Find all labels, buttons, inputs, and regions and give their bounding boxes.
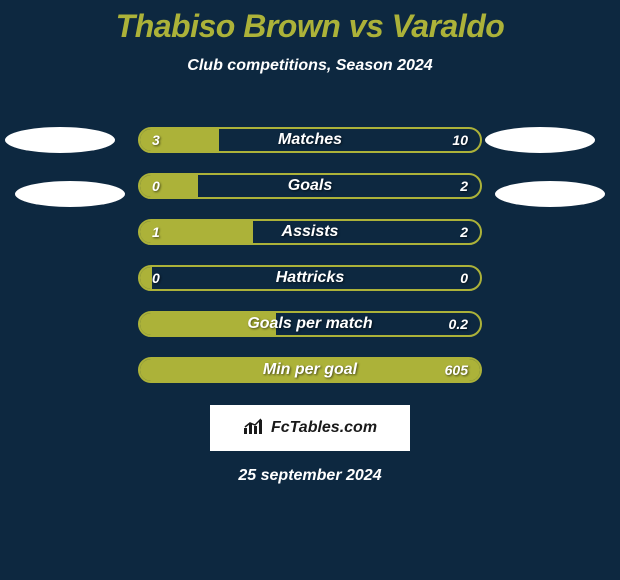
stat-row: 12Assists bbox=[0, 209, 620, 255]
chart-area: 310Matches 02Goals 12Assists 00Hattricks 0.2… bbox=[0, 117, 620, 393]
bar-track: 00Hattricks bbox=[138, 265, 482, 291]
stat-label: Assists bbox=[140, 221, 480, 243]
page-title: Thabiso Brown vs Varaldo bbox=[116, 8, 505, 45]
chart-icon bbox=[243, 417, 265, 440]
comparison-card: Thabiso Brown vs Varaldo Club competitio… bbox=[0, 0, 620, 580]
bar-track: 310Matches bbox=[138, 127, 482, 153]
stat-row: 0.2Goals per match bbox=[0, 301, 620, 347]
stat-row: 02Goals bbox=[0, 163, 620, 209]
bar-track: 0.2Goals per match bbox=[138, 311, 482, 337]
stat-label: Min per goal bbox=[140, 359, 480, 381]
badge-text: FcTables.com bbox=[271, 419, 377, 437]
stat-label: Matches bbox=[140, 129, 480, 151]
stat-row: 605Min per goal bbox=[0, 347, 620, 393]
bar-track: 605Min per goal bbox=[138, 357, 482, 383]
source-badge: FcTables.com bbox=[210, 405, 410, 451]
stat-label: Goals per match bbox=[140, 313, 480, 335]
stat-label: Hattricks bbox=[140, 267, 480, 289]
date-label: 25 september 2024 bbox=[238, 467, 381, 485]
bar-track: 02Goals bbox=[138, 173, 482, 199]
subtitle: Club competitions, Season 2024 bbox=[187, 57, 432, 75]
bar-track: 12Assists bbox=[138, 219, 482, 245]
stat-label: Goals bbox=[140, 175, 480, 197]
stat-row: 310Matches bbox=[0, 117, 620, 163]
stat-row: 00Hattricks bbox=[0, 255, 620, 301]
